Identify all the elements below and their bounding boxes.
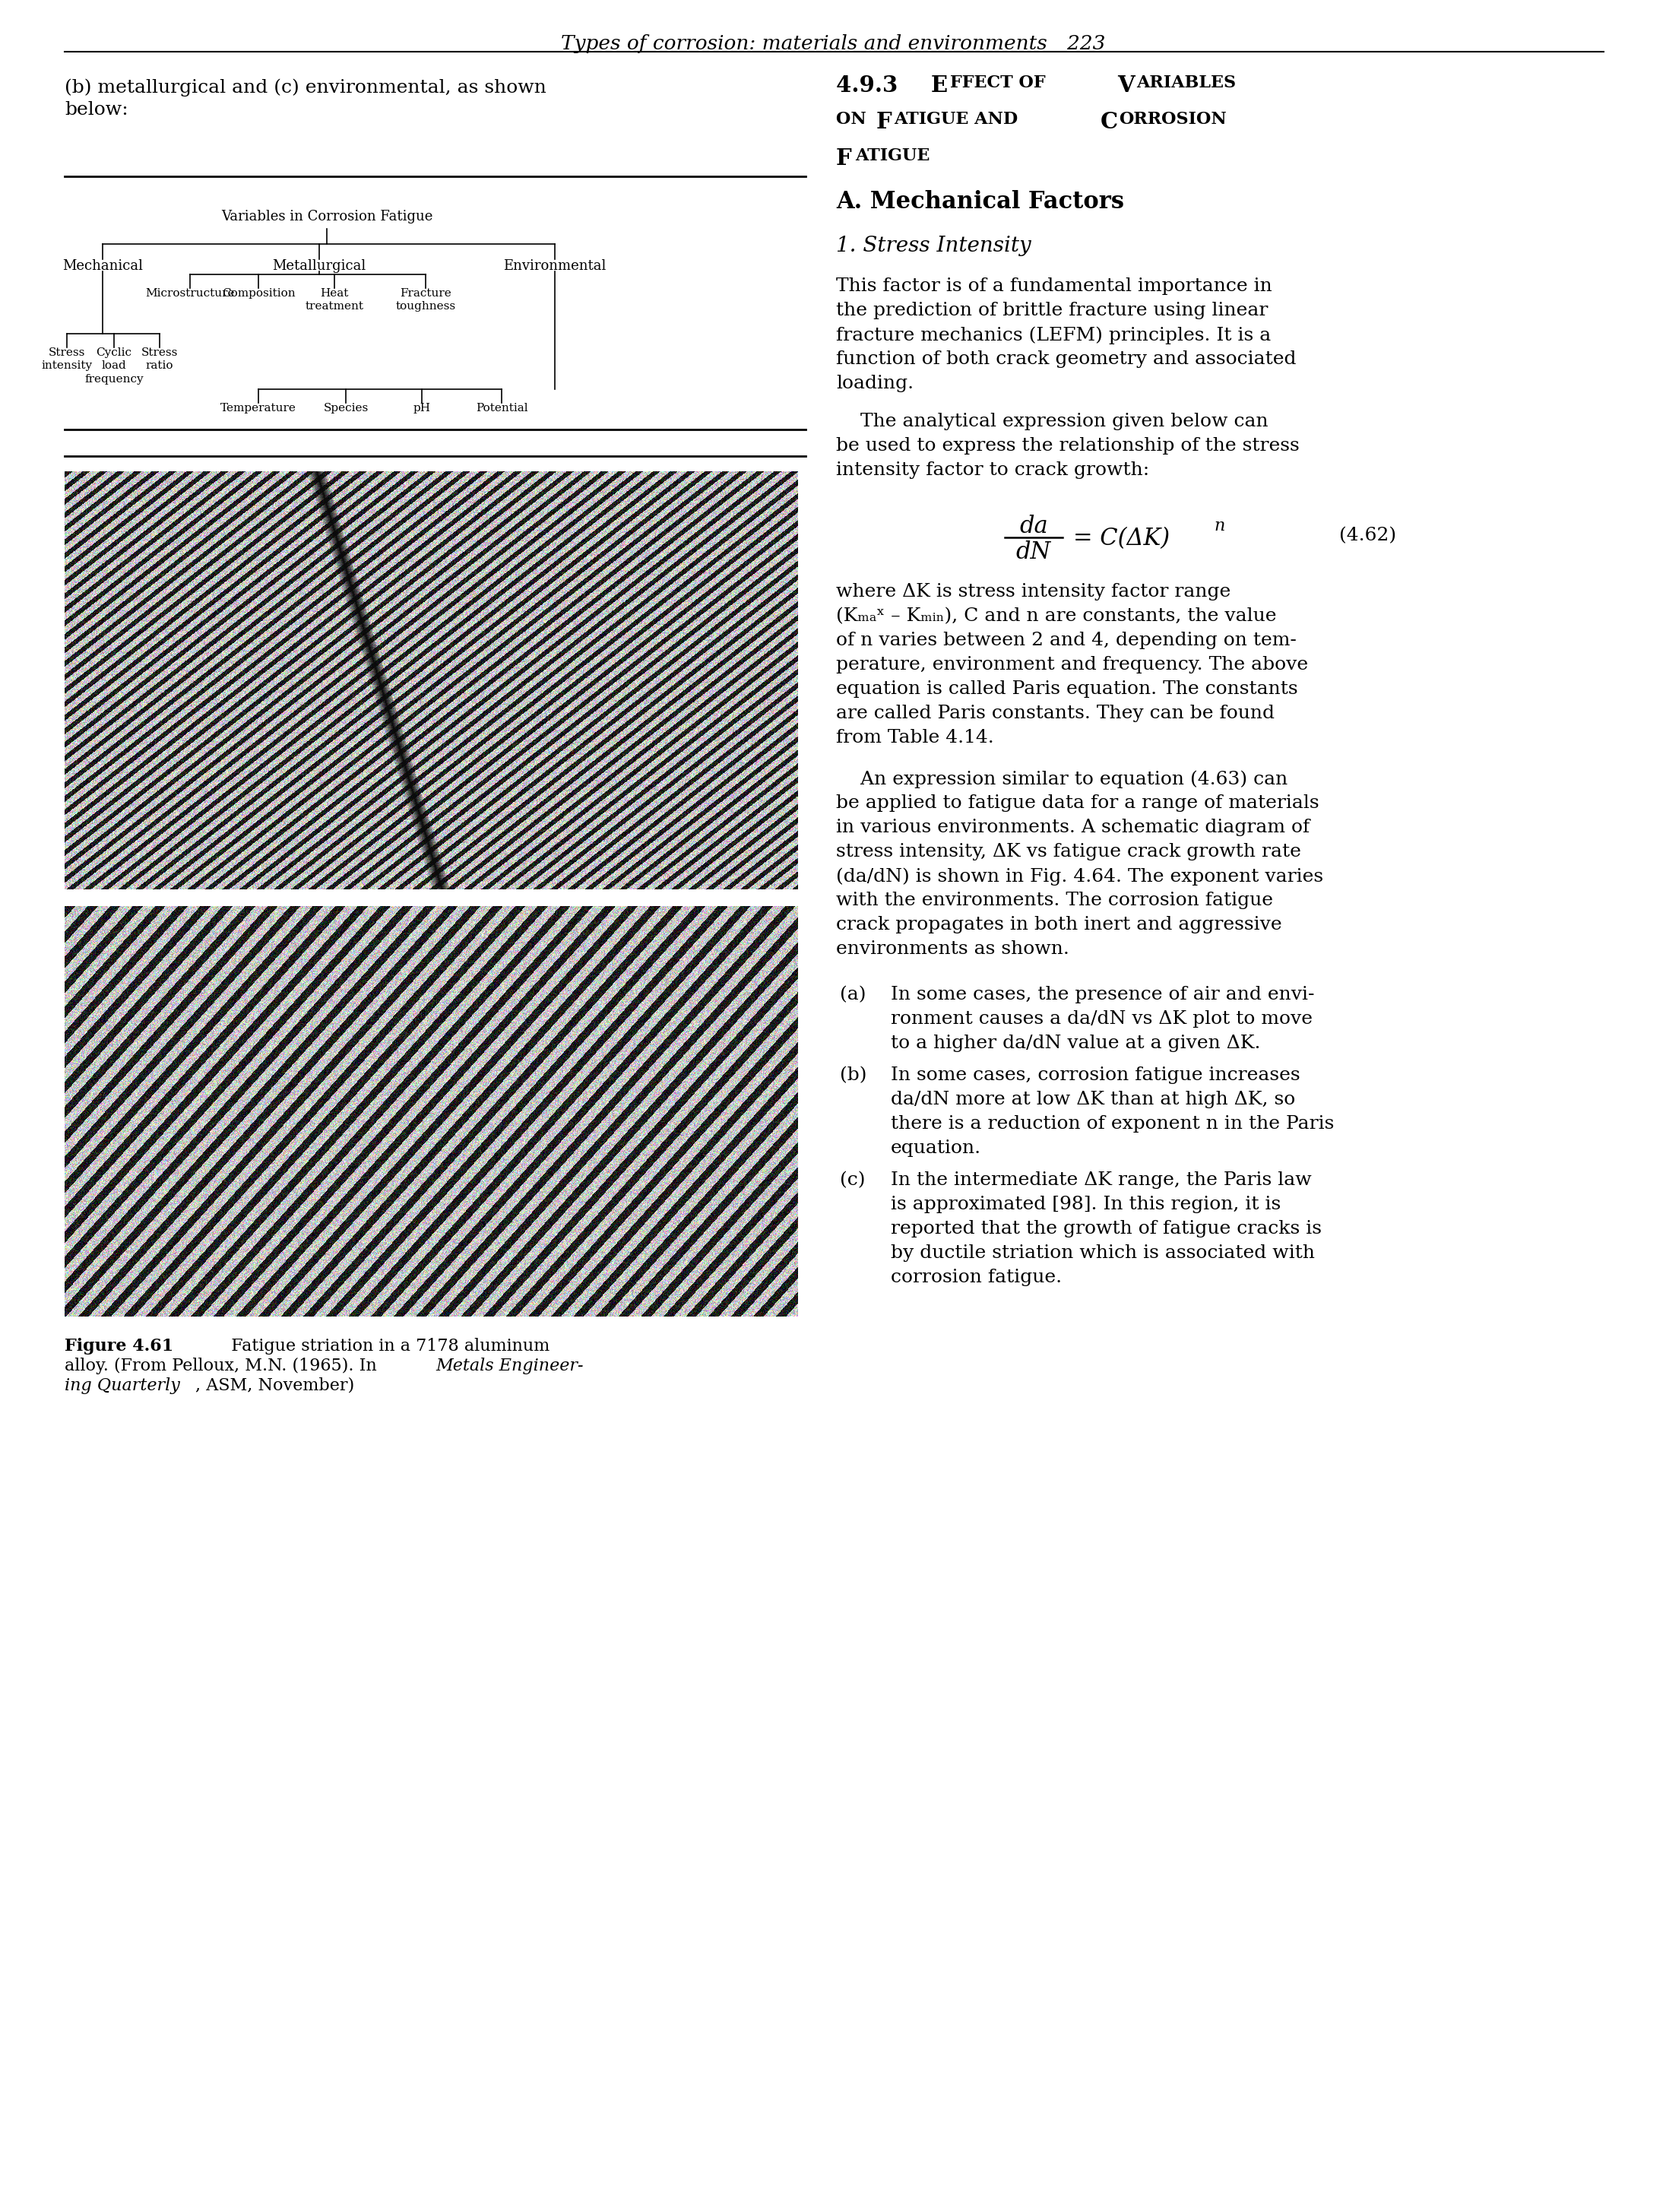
Text: equation.: equation. (891, 1139, 981, 1157)
Text: Environmental: Environmental (503, 259, 606, 272)
Text: Cyclic
load
frequency: Cyclic load frequency (85, 347, 143, 385)
Text: with the environments. The corrosion fatigue: with the environments. The corrosion fat… (836, 891, 1273, 909)
Text: ronment causes a da/dN vs ΔK plot to move: ronment causes a da/dN vs ΔK plot to mov… (891, 1011, 1313, 1029)
Text: to a higher da/dN value at a given ΔK.: to a higher da/dN value at a given ΔK. (891, 1035, 1261, 1053)
Text: loading.: loading. (836, 374, 913, 392)
Text: (da/dN) is shown in Fig. 4.64. The exponent varies: (da/dN) is shown in Fig. 4.64. The expon… (836, 867, 1323, 885)
Text: = C(ΔK): = C(ΔK) (1073, 526, 1170, 551)
Text: by ductile striation which is associated with: by ductile striation which is associated… (891, 1245, 1314, 1261)
Text: ing Quarterly: ing Quarterly (65, 1378, 180, 1394)
Text: F: F (836, 148, 851, 170)
Text: Metallurgical: Metallurgical (272, 259, 367, 272)
Text: Heat
treatment: Heat treatment (305, 288, 363, 312)
Text: Potential: Potential (475, 403, 528, 414)
Text: ARIABLES: ARIABLES (1136, 75, 1236, 91)
Text: corrosion fatigue.: corrosion fatigue. (891, 1270, 1061, 1285)
Text: below:: below: (65, 102, 128, 119)
Text: Stress
ratio: Stress ratio (142, 347, 178, 372)
Text: perature, environment and frequency. The above: perature, environment and frequency. The… (836, 657, 1308, 672)
Text: Metals Engineer-: Metals Engineer- (435, 1358, 583, 1374)
Text: V: V (1118, 75, 1135, 97)
Text: in various environments. A schematic diagram of: in various environments. A schematic dia… (836, 818, 1309, 836)
Text: Microstructure: Microstructure (145, 288, 235, 299)
Text: E: E (931, 75, 948, 97)
Text: intensity factor to crack growth:: intensity factor to crack growth: (836, 462, 1150, 478)
Text: from Table 4.14.: from Table 4.14. (836, 730, 995, 745)
Text: 1. Stress Intensity: 1. Stress Intensity (836, 237, 1031, 257)
Text: are called Paris constants. They can be found: are called Paris constants. They can be … (836, 706, 1274, 721)
Text: ORROSION: ORROSION (1120, 111, 1226, 128)
Text: C: C (1101, 111, 1118, 133)
Text: be used to express the relationship of the stress: be used to express the relationship of t… (836, 438, 1299, 453)
Text: Temperature: Temperature (220, 403, 297, 414)
Text: F: F (876, 111, 891, 133)
Text: pH: pH (413, 403, 430, 414)
Text: In some cases, corrosion fatigue increases: In some cases, corrosion fatigue increas… (891, 1066, 1299, 1084)
Text: The analytical expression given below can: The analytical expression given below ca… (836, 414, 1268, 431)
Text: stress intensity, ΔK vs fatigue crack growth rate: stress intensity, ΔK vs fatigue crack gr… (836, 843, 1301, 860)
Text: Species: Species (323, 403, 368, 414)
Text: ATIGUE: ATIGUE (855, 148, 930, 164)
Text: where ΔK is stress intensity factor range: where ΔK is stress intensity factor rang… (836, 584, 1231, 599)
Text: In some cases, the presence of air and envi-: In some cases, the presence of air and e… (891, 987, 1314, 1004)
Text: n: n (1215, 518, 1225, 535)
Text: (b): (b) (840, 1066, 866, 1084)
Text: da: da (1020, 515, 1048, 538)
Text: (b) metallurgical and (c) environmental, as shown: (b) metallurgical and (c) environmental,… (65, 77, 546, 95)
Text: An expression similar to equation (4.63) can: An expression similar to equation (4.63)… (836, 770, 1288, 787)
Text: alloy. (From Pelloux, M.N. (1965). In: alloy. (From Pelloux, M.N. (1965). In (65, 1358, 382, 1374)
Text: Mechanical: Mechanical (62, 259, 143, 272)
Text: This factor is of a fundamental importance in: This factor is of a fundamental importan… (836, 276, 1273, 294)
Text: there is a reduction of exponent n in the Paris: there is a reduction of exponent n in th… (891, 1115, 1334, 1133)
Text: (4.62): (4.62) (1339, 526, 1396, 544)
Text: In the intermediate ΔK range, the Paris law: In the intermediate ΔK range, the Paris … (891, 1172, 1311, 1188)
Text: Variables in Corrosion Fatigue: Variables in Corrosion Fatigue (222, 210, 433, 223)
Text: the prediction of brittle fracture using linear: the prediction of brittle fracture using… (836, 301, 1268, 319)
Text: FFECT OF: FFECT OF (950, 75, 1051, 91)
Text: Stress
intensity: Stress intensity (42, 347, 92, 372)
Text: Types of corrosion: materials and environments 223: Types of corrosion: materials and enviro… (561, 33, 1105, 53)
Text: Figure 4.61: Figure 4.61 (65, 1338, 173, 1354)
Text: , ASM, November): , ASM, November) (195, 1378, 355, 1394)
Text: Fatigue striation in a 7178 aluminum: Fatigue striation in a 7178 aluminum (220, 1338, 550, 1354)
Text: ON: ON (836, 111, 871, 128)
Text: dN: dN (1016, 540, 1051, 564)
Text: (Kₘₐˣ – Kₘᵢₙ), C and n are constants, the value: (Kₘₐˣ – Kₘᵢₙ), C and n are constants, th… (836, 608, 1276, 624)
Text: of n varies between 2 and 4, depending on tem-: of n varies between 2 and 4, depending o… (836, 633, 1296, 648)
Text: is approximated [98]. In this region, it is: is approximated [98]. In this region, it… (891, 1197, 1281, 1212)
Text: be applied to fatigue data for a range of materials: be applied to fatigue data for a range o… (836, 794, 1319, 812)
Text: function of both crack geometry and associated: function of both crack geometry and asso… (836, 349, 1296, 367)
Text: fracture mechanics (LEFM) principles. It is a: fracture mechanics (LEFM) principles. It… (836, 325, 1271, 345)
Text: crack propagates in both inert and aggressive: crack propagates in both inert and aggre… (836, 916, 1281, 933)
Text: environments as shown.: environments as shown. (836, 940, 1070, 958)
Text: (a): (a) (840, 987, 866, 1004)
Text: Composition: Composition (222, 288, 295, 299)
Text: A. Mechanical Factors: A. Mechanical Factors (836, 190, 1125, 215)
Text: Fracture
toughness: Fracture toughness (395, 288, 456, 312)
Text: (c): (c) (840, 1172, 865, 1188)
Text: da/dN more at low ΔK than at high ΔK, so: da/dN more at low ΔK than at high ΔK, so (891, 1091, 1294, 1108)
Text: 4.9.3: 4.9.3 (836, 75, 920, 97)
Text: reported that the growth of fatigue cracks is: reported that the growth of fatigue crac… (891, 1221, 1321, 1237)
Text: equation is called Paris equation. The constants: equation is called Paris equation. The c… (836, 681, 1298, 697)
Text: ATIGUE AND: ATIGUE AND (893, 111, 1023, 128)
